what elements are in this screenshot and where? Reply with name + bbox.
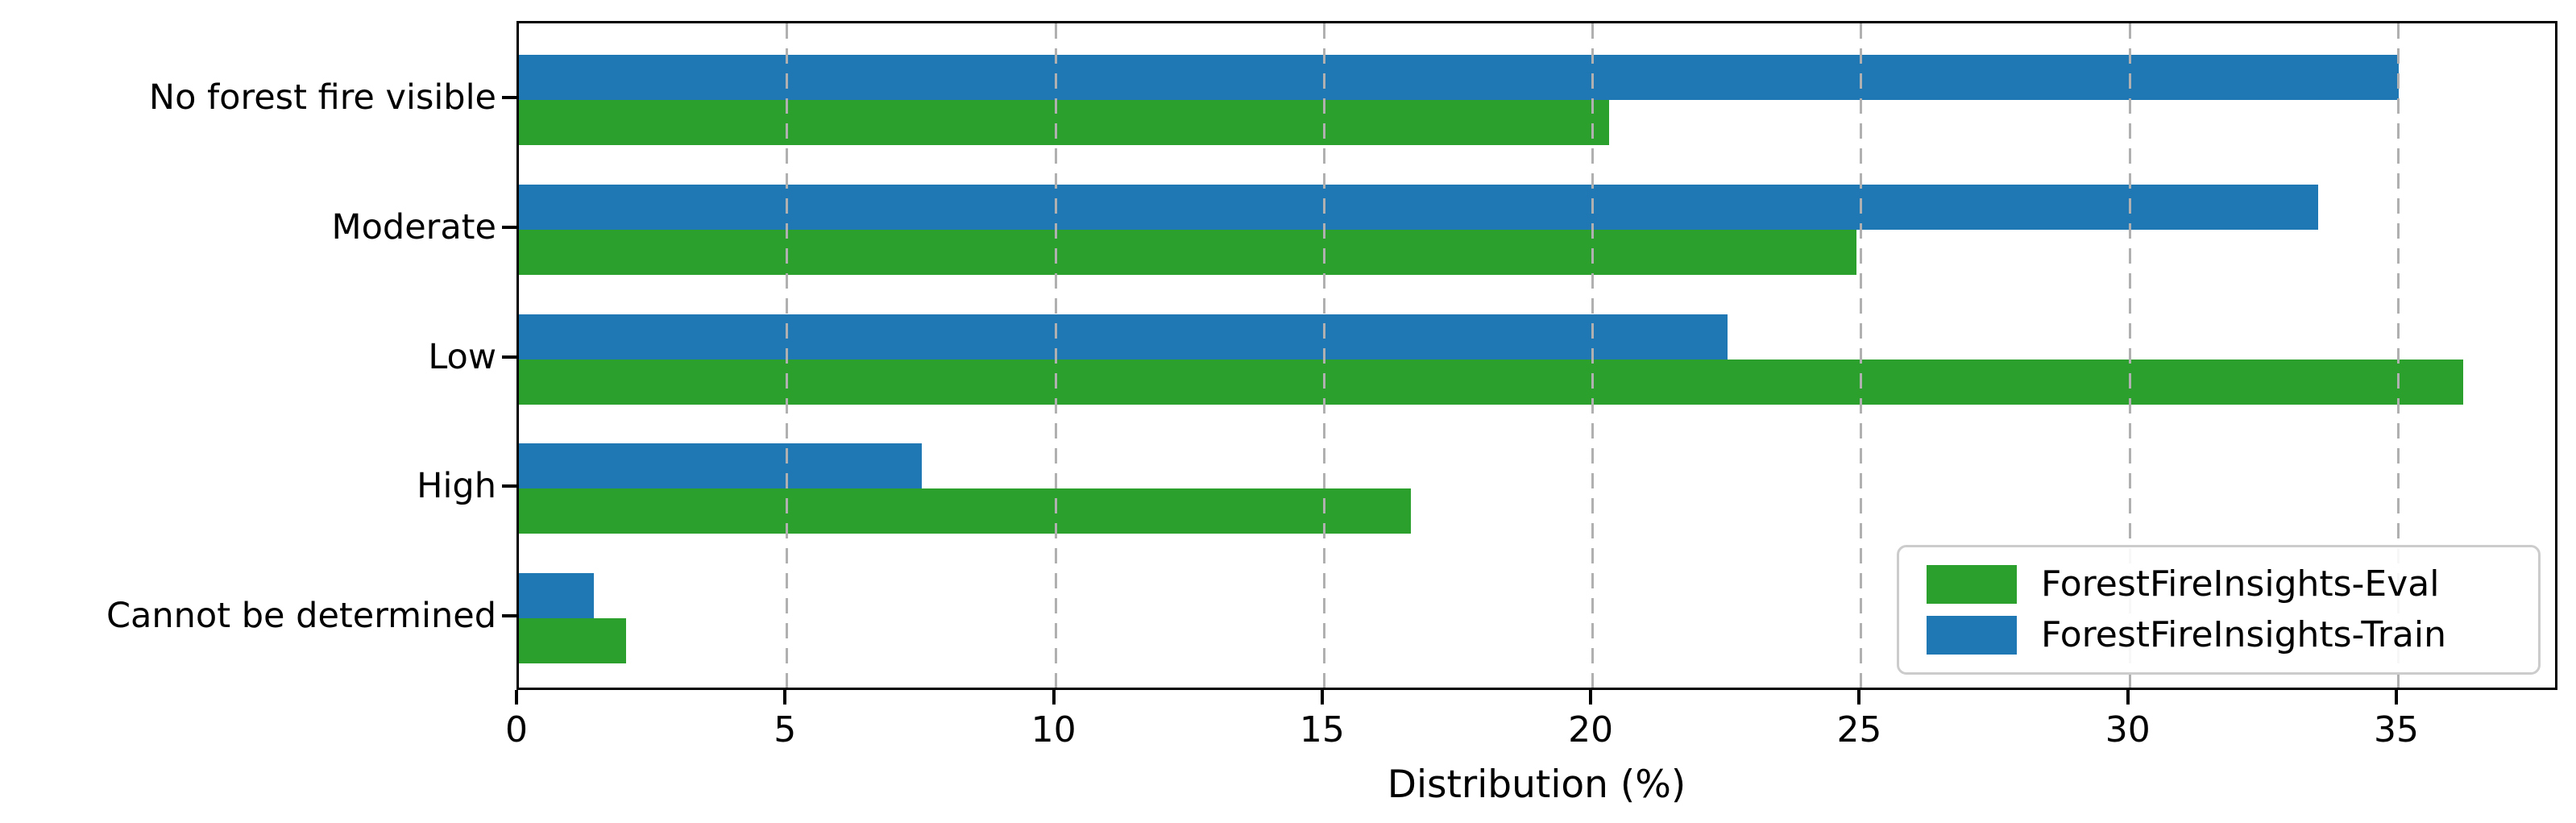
- x-tick-mark: [1052, 690, 1056, 705]
- y-tick-label: No forest fire visible: [148, 77, 496, 118]
- bar-ForestFireInsights-Train-High: [519, 443, 922, 489]
- x-tick-mark: [2126, 690, 2130, 705]
- x-tick-label: 30: [2105, 709, 2151, 750]
- x-axis-title: Distribution (%): [1387, 763, 1686, 807]
- y-tick-label: High: [417, 466, 496, 507]
- y-tick-mark: [502, 355, 516, 359]
- y-tick-mark: [502, 96, 516, 99]
- bar-ForestFireInsights-Eval-No forest fire visible: [519, 100, 1610, 145]
- legend-swatch-eval-icon: [1927, 565, 2017, 605]
- legend-label-train: ForestFireInsights-Train: [2041, 613, 2446, 655]
- legend-swatch-train-icon: [1927, 615, 2017, 655]
- x-tick-mark: [515, 690, 518, 705]
- x-tick-mark: [783, 690, 787, 705]
- x-tick-mark: [1857, 690, 1861, 705]
- bar-ForestFireInsights-Train-Low: [519, 314, 1728, 360]
- x-tick-label: 5: [774, 709, 797, 750]
- bar-ForestFireInsights-Eval-High: [519, 488, 1411, 534]
- legend: ForestFireInsights-Eval ForestFireInsigh…: [1897, 545, 2541, 675]
- x-tick-label: 15: [1299, 709, 1345, 750]
- y-tick-mark: [502, 484, 516, 488]
- y-tick-label: Cannot be determined: [106, 596, 496, 636]
- legend-item-eval: ForestFireInsights-Eval: [1927, 563, 2538, 605]
- x-tick-label: 10: [1031, 709, 1076, 750]
- x-tick-label: 0: [505, 709, 528, 750]
- gridline-x15: [1322, 23, 1325, 688]
- bar-ForestFireInsights-Train-No forest fire visible: [519, 55, 2400, 100]
- bar-ForestFireInsights-Eval-Low: [519, 359, 2464, 405]
- y-tick-mark: [502, 225, 516, 229]
- x-tick-mark: [1320, 690, 1324, 705]
- x-tick-mark: [2395, 690, 2399, 705]
- bar-ForestFireInsights-Eval-Moderate: [519, 229, 1856, 275]
- gridline-x30: [2128, 23, 2131, 688]
- gridline-x10: [1054, 23, 1057, 688]
- y-tick-label: Moderate: [331, 206, 496, 247]
- bar-ForestFireInsights-Train-Cannot be determined: [519, 573, 595, 618]
- x-tick-mark: [1589, 690, 1593, 705]
- y-tick-mark: [502, 614, 516, 617]
- x-tick-label: 35: [2374, 709, 2420, 750]
- legend-item-train: ForestFireInsights-Train: [1927, 613, 2538, 655]
- x-tick-label: 25: [1836, 709, 1882, 750]
- gridline-x35: [2397, 23, 2400, 688]
- plot-area: ForestFireInsights-Eval ForestFireInsigh…: [516, 21, 2557, 690]
- gridline-x20: [1591, 23, 1595, 688]
- gridline-x25: [1860, 23, 1863, 688]
- bars-group: [519, 23, 2555, 688]
- bar-ForestFireInsights-Train-Moderate: [519, 184, 2319, 230]
- gridline-x5: [786, 23, 789, 688]
- legend-label-eval: ForestFireInsights-Eval: [2041, 563, 2440, 605]
- x-tick-label: 20: [1568, 709, 1614, 750]
- y-tick-label: Low: [428, 336, 496, 377]
- bar-ForestFireInsights-Eval-Cannot be determined: [519, 618, 627, 663]
